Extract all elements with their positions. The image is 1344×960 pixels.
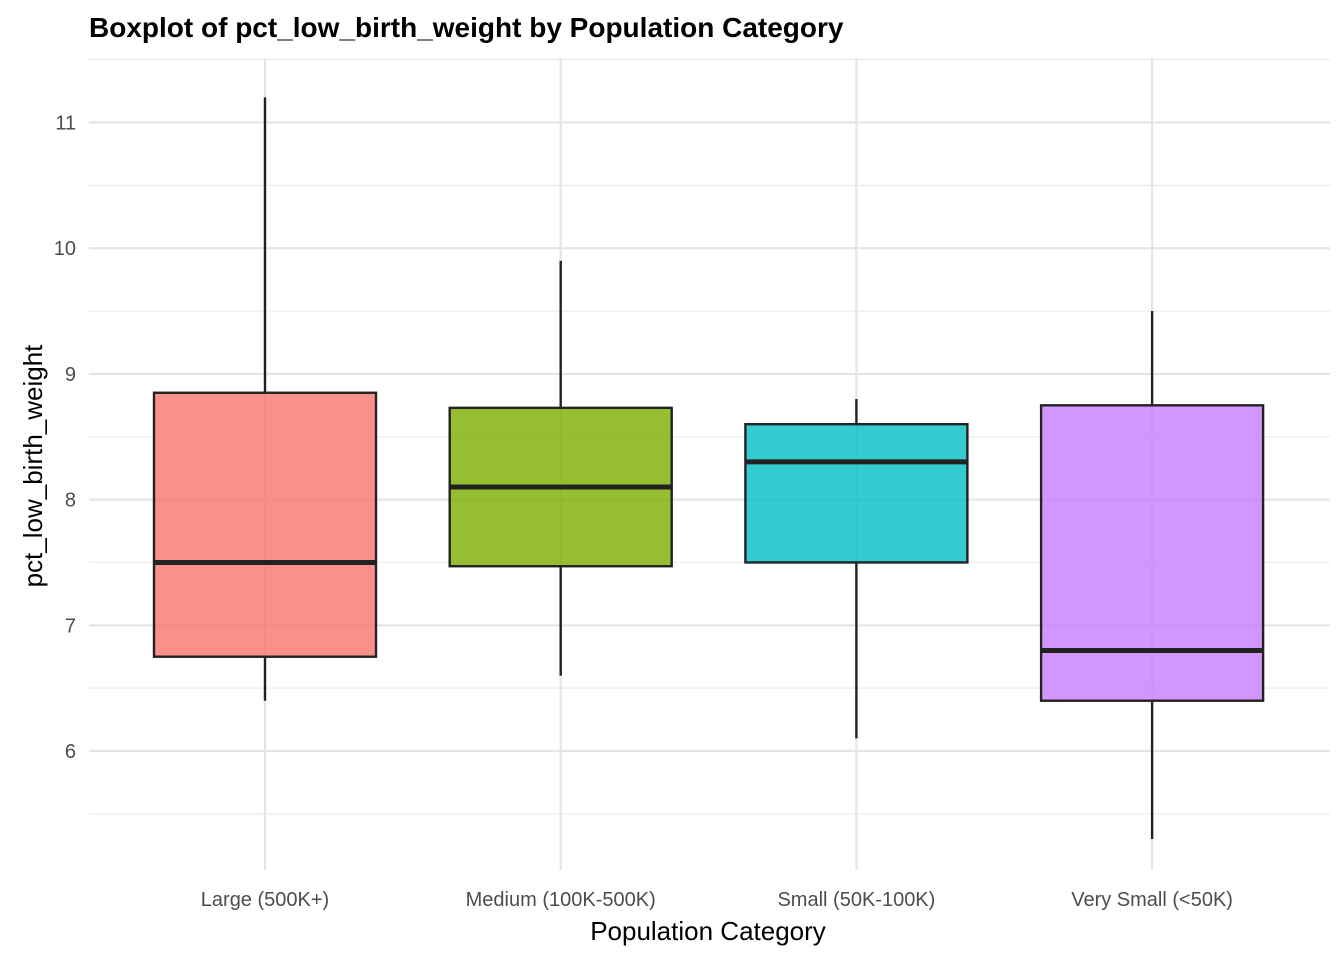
x-tick-label: Small (50K-100K) bbox=[777, 889, 935, 911]
box-group bbox=[152, 97, 378, 701]
box-group bbox=[744, 399, 969, 739]
y-tick-label: 6 bbox=[65, 741, 76, 763]
box-iqr bbox=[152, 391, 378, 658]
y-tick-labels: 6 7 8 9 10 11 bbox=[54, 113, 76, 764]
box-group bbox=[1039, 311, 1265, 839]
y-tick-label: 10 bbox=[54, 238, 76, 260]
y-tick-label: 7 bbox=[65, 615, 76, 637]
x-tick-labels: Large (500K+) Medium (100K-500K) Small (50… bbox=[201, 889, 1233, 911]
box-iqr bbox=[1039, 404, 1265, 702]
box-iqr bbox=[744, 422, 969, 564]
y-axis-title: pct_low_birth_weight bbox=[18, 344, 48, 588]
x-tick-label: Large (500K+) bbox=[201, 889, 329, 911]
box-group bbox=[448, 260, 673, 676]
box-layer bbox=[152, 97, 1265, 839]
x-tick-label: Medium (100K-500K) bbox=[466, 889, 656, 911]
y-tick-label: 8 bbox=[65, 490, 76, 512]
y-tick-label: 9 bbox=[65, 364, 76, 386]
x-tick-label: Very Small (<50K) bbox=[1071, 889, 1233, 911]
y-tick-label: 11 bbox=[55, 113, 76, 135]
x-axis-title: Population Category bbox=[590, 916, 826, 946]
chart-title: Boxplot of pct_low_birth_weight by Popul… bbox=[89, 12, 844, 43]
